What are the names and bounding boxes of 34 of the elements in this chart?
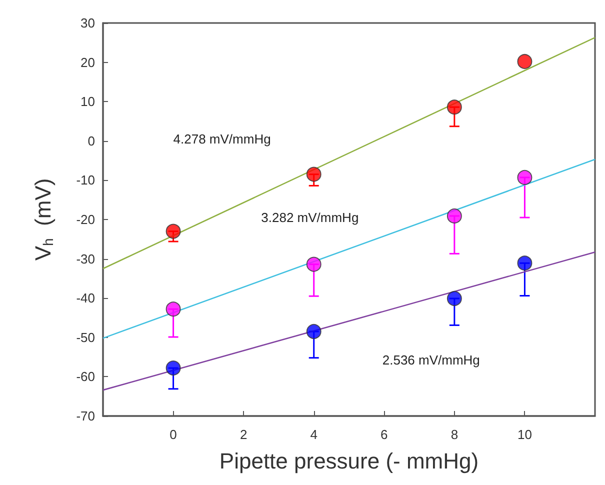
- x-tick-label: 10: [517, 427, 532, 442]
- point: [517, 256, 532, 271]
- point: [446, 208, 462, 224]
- point: [306, 324, 322, 339]
- y-tick-label: 30: [80, 16, 95, 30]
- point: [446, 100, 462, 115]
- x-tick-label: 0: [170, 427, 177, 442]
- y-tick-label: -50: [76, 330, 95, 345]
- point: [306, 256, 322, 272]
- x-tick-label: 2: [240, 427, 248, 442]
- x-tick-label: 6: [380, 427, 388, 442]
- annotation: 3.282 mV/mmHg: [261, 210, 359, 226]
- y-tick-label: -70: [76, 408, 95, 424]
- y-tick-label: -20: [76, 212, 95, 227]
- point: [517, 54, 532, 70]
- y-axis-title: Vh (mV): [30, 178, 56, 261]
- x-tick-label: 4: [310, 427, 318, 442]
- annotation: 2.536 mV/mmHg: [382, 352, 480, 368]
- annotation: 4.278 mV/mmHg: [173, 131, 271, 146]
- y-tick-label: -60: [76, 369, 95, 384]
- y-tick-label: -10: [76, 172, 95, 188]
- y-tick-label: 10: [80, 94, 95, 110]
- y-tick-label: -30: [76, 251, 95, 266]
- point: [166, 302, 181, 317]
- point: [517, 170, 532, 185]
- point: [306, 166, 322, 182]
- y-tick-label: 0: [88, 133, 95, 148]
- x-tick-label: 8: [450, 427, 458, 442]
- point: [446, 290, 462, 306]
- point: [166, 360, 181, 376]
- y-tick-label: -40: [76, 290, 95, 306]
- y-tick-label: 20: [80, 54, 95, 70]
- x-axis-title: Pipette pressure (- mmHg): [219, 448, 479, 474]
- point: [166, 224, 181, 239]
